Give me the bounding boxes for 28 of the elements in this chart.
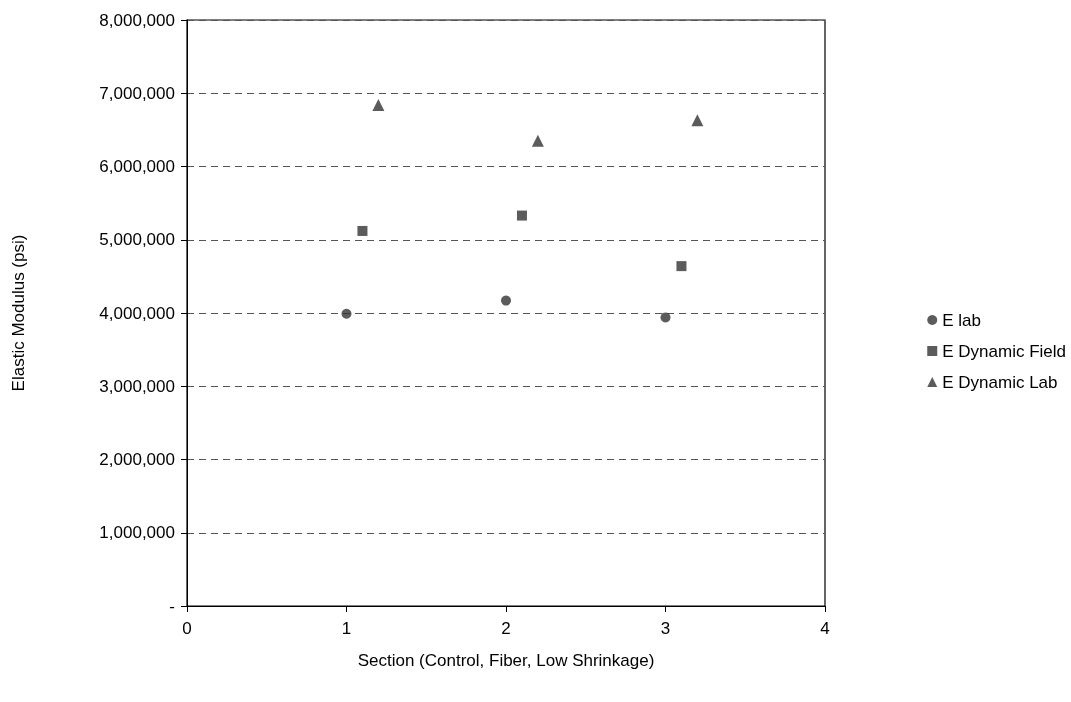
point [676, 261, 687, 272]
point [516, 210, 527, 221]
y-tick-label: 3,000,000 [99, 376, 175, 396]
legend-label: E Dynamic Field [942, 341, 1067, 361]
y-tick-label: 5,000,000 [99, 230, 175, 250]
y-tick-label: - [169, 596, 175, 616]
y-tick-label: 2,000,000 [99, 450, 175, 469]
y-tick-label: 4,000,000 [99, 303, 175, 323]
point [531, 134, 544, 147]
legend-label: E lab [942, 310, 981, 330]
x-tick-label: 4 [820, 619, 830, 638]
legend-label: E Dynamic Lab [942, 372, 1058, 392]
point [357, 225, 368, 236]
point [341, 308, 352, 319]
y-tick-label: 7,000,000 [99, 83, 175, 103]
point [691, 114, 704, 127]
y-axis-title: Elastic Modulus (psi) [9, 234, 28, 392]
y-tick-label: 6,000,000 [99, 157, 175, 176]
x-tick-label: 3 [660, 619, 671, 638]
y-tick-label: 1,000,000 [99, 523, 175, 543]
point [372, 98, 385, 111]
point [501, 295, 511, 306]
x-tick-label: 0 [182, 619, 192, 638]
x-tick-label: 1 [341, 619, 352, 638]
x-tick-label: 2 [501, 619, 511, 638]
point [660, 312, 671, 323]
x-axis-title: Section (Control, Fiber, Low Shrinkage) [357, 651, 655, 670]
y-tick-label: 8,000,000 [99, 10, 175, 30]
